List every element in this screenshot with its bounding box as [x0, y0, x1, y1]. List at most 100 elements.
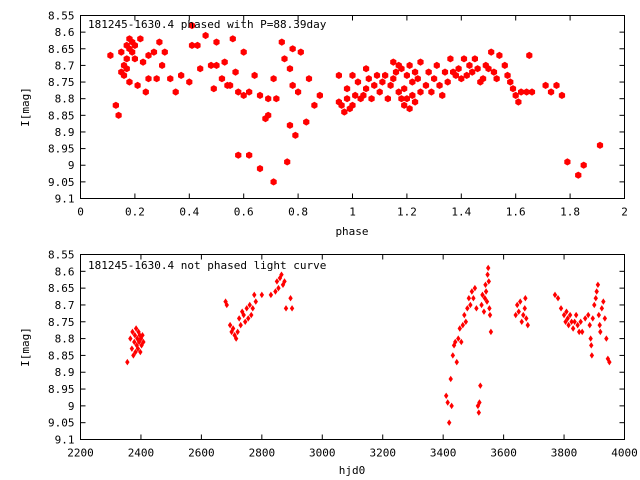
y-tick-label: 8.8	[55, 93, 75, 106]
x-tick-label: 0	[77, 206, 84, 219]
x-tick-label: 1	[349, 206, 356, 219]
data-point	[409, 91, 416, 99]
data-point	[240, 91, 247, 99]
data-point	[138, 348, 143, 356]
data-point	[515, 98, 522, 106]
data-point	[468, 301, 473, 309]
data-point	[599, 305, 605, 312]
x-axis-ticks: 2200 2400 2600 2800 3000 3200 3400 3600 3800 4000	[67, 254, 638, 460]
x-tick-label: 1.2	[397, 206, 417, 219]
data-point	[316, 91, 323, 99]
data-point	[135, 335, 140, 342]
data-points	[125, 264, 612, 426]
data-point	[598, 328, 603, 336]
y-tick-label: 9.05	[48, 176, 75, 189]
data-point	[218, 75, 226, 83]
data-point	[335, 71, 342, 79]
data-point	[519, 318, 524, 325]
data-point	[575, 171, 582, 179]
data-point	[390, 58, 397, 66]
data-point	[466, 61, 473, 69]
data-point	[567, 311, 573, 319]
data-point	[447, 419, 452, 426]
y-tick-label: 8.8	[55, 333, 75, 346]
data-point	[524, 315, 529, 322]
data-point	[244, 305, 249, 312]
data-point	[238, 321, 243, 329]
data-point	[433, 61, 440, 69]
data-point	[439, 91, 446, 99]
data-point	[207, 61, 215, 69]
data-point	[286, 121, 294, 129]
data-point	[236, 315, 242, 322]
data-point	[425, 68, 432, 76]
data-point	[274, 278, 280, 285]
data-point	[240, 48, 247, 56]
data-point	[120, 71, 128, 79]
x-tick-label: 0.2	[125, 206, 145, 219]
data-point	[235, 151, 242, 159]
data-point	[256, 91, 264, 99]
data-point	[395, 88, 402, 96]
y-axis-label: I[mag]	[19, 87, 32, 127]
data-point	[276, 284, 281, 292]
data-point	[547, 88, 555, 96]
data-point	[409, 78, 416, 86]
data-point	[392, 68, 400, 76]
data-point	[575, 321, 580, 329]
data-point	[230, 325, 236, 332]
data-point	[135, 345, 141, 352]
data-point	[338, 101, 345, 109]
y-tick-label: 9.1	[55, 434, 75, 447]
data-point	[528, 88, 536, 96]
data-point	[265, 111, 272, 119]
data-point	[558, 305, 564, 312]
data-point	[172, 88, 179, 96]
data-point	[411, 68, 419, 76]
data-point	[289, 45, 296, 53]
data-point	[273, 288, 278, 295]
data-point	[479, 75, 487, 83]
data-point	[414, 75, 421, 83]
data-point	[589, 342, 594, 349]
data-point	[247, 301, 252, 309]
data-point	[202, 31, 209, 40]
data-point	[450, 352, 456, 359]
data-point	[553, 81, 560, 89]
data-point	[398, 95, 405, 103]
x-tick-label: 2400	[128, 447, 155, 460]
data-point	[224, 301, 229, 309]
data-point	[145, 75, 152, 83]
data-point	[406, 105, 413, 113]
y-tick-label: 8.65	[48, 282, 75, 295]
data-point	[210, 85, 217, 93]
plot-frame	[80, 254, 625, 440]
data-point	[472, 284, 478, 292]
data-point	[406, 61, 413, 69]
data-point	[273, 95, 280, 103]
data-point	[137, 35, 144, 43]
data-point	[596, 311, 602, 319]
data-point	[607, 358, 612, 366]
data-point	[401, 85, 408, 93]
y-tick-label: 8.6	[55, 26, 75, 39]
y-tick-label: 8.55	[48, 249, 75, 262]
data-point	[167, 75, 174, 83]
x-tick-label: 3800	[551, 447, 578, 460]
data-point	[563, 318, 568, 325]
data-point	[289, 305, 295, 312]
data-point	[459, 338, 464, 346]
data-point	[376, 88, 383, 96]
data-point	[289, 81, 296, 89]
data-point	[587, 321, 592, 329]
data-point	[129, 345, 135, 352]
data-point	[597, 321, 602, 329]
data-point	[518, 298, 523, 305]
x-tick-label: 2	[621, 206, 628, 219]
data-point	[501, 61, 508, 69]
data-point	[131, 352, 136, 359]
data-point	[128, 335, 133, 342]
data-point	[460, 55, 468, 63]
data-point	[573, 311, 579, 319]
y-tick-label: 8.9	[55, 126, 75, 139]
